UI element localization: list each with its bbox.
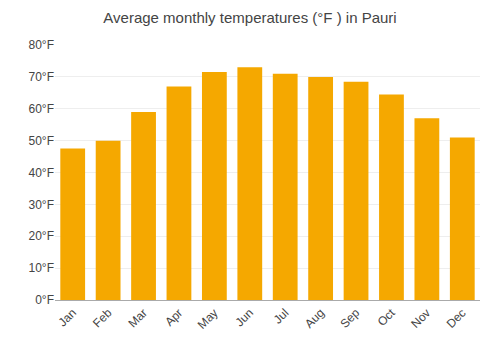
svg-text:Average monthly temperatures (: Average monthly temperatures (°F ) in Pa… (103, 9, 396, 26)
svg-text:Feb: Feb (90, 306, 115, 331)
svg-text:50°F: 50°F (29, 134, 54, 148)
svg-text:Sep: Sep (337, 306, 362, 331)
svg-text:Aug: Aug (302, 306, 327, 331)
svg-text:May: May (195, 306, 221, 332)
svg-text:20°F: 20°F (29, 229, 54, 243)
svg-text:70°F: 70°F (29, 70, 54, 84)
svg-text:Jul: Jul (271, 306, 292, 327)
svg-text:Mar: Mar (125, 306, 150, 331)
svg-text:10°F: 10°F (29, 261, 54, 275)
svg-text:0°F: 0°F (35, 293, 54, 307)
svg-text:60°F: 60°F (29, 102, 54, 116)
svg-text:Oct: Oct (375, 305, 399, 329)
svg-text:Jun: Jun (233, 306, 257, 330)
svg-text:30°F: 30°F (29, 198, 54, 212)
svg-text:80°F: 80°F (29, 38, 54, 52)
svg-text:40°F: 40°F (29, 166, 54, 180)
svg-text:Apr: Apr (162, 306, 185, 329)
svg-text:Dec: Dec (444, 306, 469, 331)
svg-text:Jan: Jan (55, 306, 79, 330)
svg-text:Nov: Nov (408, 306, 433, 331)
